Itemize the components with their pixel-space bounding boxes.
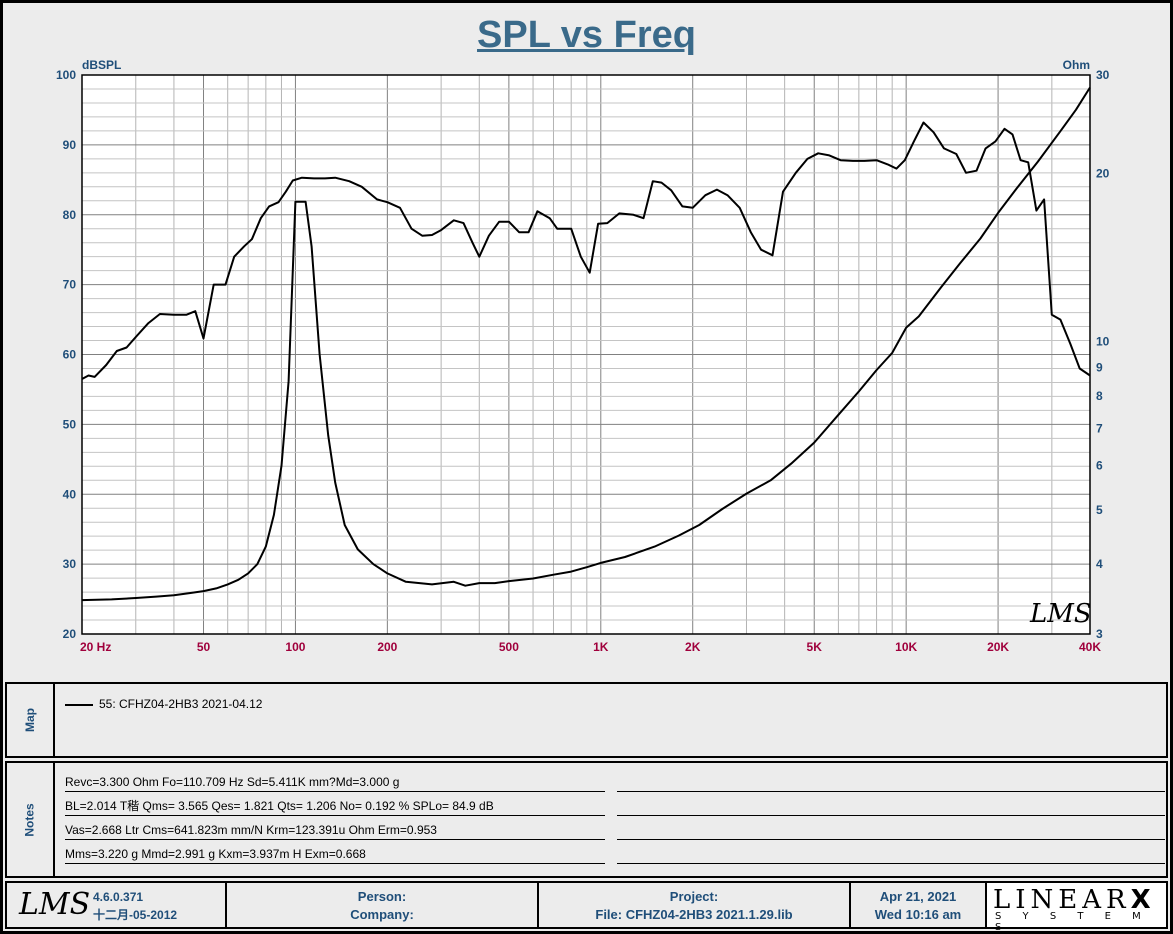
- y-left-tick-label: 90: [63, 138, 77, 152]
- lms-watermark: LMS: [1029, 599, 1092, 629]
- note-line-4: Mms=3.220 g Mmd=2.991 g Kxm=3.937m H Exm…: [65, 845, 605, 864]
- notes-label: Notes: [23, 802, 37, 837]
- x-tick-label: 40K: [1079, 640, 1101, 654]
- note-blank-3: [617, 821, 1165, 840]
- chart-title: SPL vs Freq: [477, 14, 696, 56]
- note-blank-1: [617, 773, 1165, 792]
- y-left-tick-label: 40: [63, 487, 77, 501]
- spl-curve: [81, 121, 1091, 380]
- y-left-tick-label: 70: [63, 278, 77, 292]
- footer-project-cell: Project: File: CFHZ04-2HB3 2021.1.29.lib: [539, 883, 851, 927]
- y-left-tick-label: 50: [63, 417, 77, 431]
- build-date-text: 十二月-05-2012: [93, 908, 178, 922]
- y-left-tick-label: 80: [63, 208, 77, 222]
- y-right-tick-label: 3: [1096, 627, 1103, 641]
- time-text: Wed 10:16 am: [874, 907, 962, 922]
- y-right-tick-label: 8: [1096, 389, 1103, 403]
- x-tick-label: 100: [285, 640, 305, 654]
- footer-person-cell: Person: Company:: [227, 883, 539, 927]
- y-right-tick-label: 20: [1096, 166, 1110, 180]
- note-blank-4: [617, 845, 1165, 864]
- notes-panel: Notes Revc=3.300 Ohm Fo=110.709 Hz Sd=5.…: [5, 761, 1168, 878]
- x-tick-label: 50: [197, 640, 211, 654]
- date-text: Apr 21, 2021: [879, 889, 957, 904]
- y-left-tick-label: 100: [56, 68, 76, 82]
- y-left-axis-label: dBSPL: [82, 58, 121, 72]
- lms-logo: LMS: [19, 887, 91, 922]
- x-tick-label: 2K: [685, 640, 701, 654]
- legend-entry[interactable]: 55: CFHZ04-2HB3 2021-04.12: [99, 697, 263, 711]
- notes-side-label: Notes: [7, 763, 55, 876]
- plot-border: [81, 74, 1091, 635]
- y-right-tick-label: 7: [1096, 421, 1103, 435]
- x-tick-label: 20 Hz: [80, 640, 111, 654]
- map-label: Map: [23, 708, 37, 732]
- brand-sub: S Y S T E M S: [995, 911, 1150, 933]
- map-side-label: Map: [7, 684, 55, 756]
- x-tick-label: 500: [499, 640, 519, 654]
- spl-chart: dBSPL Ohm 20 30 40 50 60 70 80 90 100 3 4 5 6 7 8 9 10 20 30…: [56, 58, 1110, 654]
- brand-x: X: [1130, 885, 1156, 915]
- y-right-axis-label: Ohm: [1063, 58, 1090, 72]
- note-blank-2: [617, 797, 1165, 816]
- company-label: Company:: [350, 907, 414, 922]
- person-label: Person:: [357, 889, 407, 904]
- map-panel: Map 55: CFHZ04-2HB3 2021-04.12: [5, 682, 1168, 758]
- file-label: File: CFHZ04-2HB3 2021.1.29.lib: [595, 907, 793, 922]
- x-tick-label: 5K: [807, 640, 823, 654]
- y-left-tick-label: 20: [63, 627, 77, 641]
- x-tick-label: 200: [377, 640, 397, 654]
- impedance-curve: [81, 86, 1091, 602]
- legend-line-swatch: [65, 704, 93, 706]
- y-left-tick-label: 60: [63, 348, 77, 362]
- brand-main: LINEAR: [993, 885, 1131, 915]
- note-line-1: Revc=3.300 Ohm Fo=110.709 Hz Sd=5.411K m…: [65, 773, 605, 792]
- footer-date-cell: Apr 21, 2021 Wed 10:16 am: [851, 883, 987, 927]
- project-label: Project:: [669, 889, 719, 904]
- footer-bar: LMS 4.6.0.371 十二月-05-2012 Person: Compan…: [5, 881, 1168, 933]
- y-left-tick-label: 30: [63, 557, 77, 571]
- y-right-tick-label: 4: [1096, 557, 1103, 571]
- y-right-tick-label: 9: [1096, 360, 1103, 374]
- y-right-tick-label: 5: [1096, 503, 1103, 517]
- y-right-tick-label: 30: [1096, 68, 1110, 82]
- note-line-3: Vas=2.668 Ltr Cms=641.823m mm/N Krm=123.…: [65, 821, 605, 840]
- y-right-tick-label: 10: [1096, 335, 1110, 349]
- version-text: 4.6.0.371: [93, 890, 144, 904]
- x-tick-label: 10K: [895, 640, 917, 654]
- note-line-2: BL=2.014 T稭 Qms= 3.565 Qes= 1.821 Qts= 1…: [65, 797, 605, 816]
- linearx-logo: LINEARX S Y S T E M S: [987, 883, 1166, 933]
- x-tick-label: 20K: [987, 640, 1009, 654]
- y-right-tick-label: 6: [1096, 459, 1103, 473]
- footer-version-cell: LMS 4.6.0.371 十二月-05-2012: [7, 883, 227, 927]
- x-tick-label: 1K: [593, 640, 609, 654]
